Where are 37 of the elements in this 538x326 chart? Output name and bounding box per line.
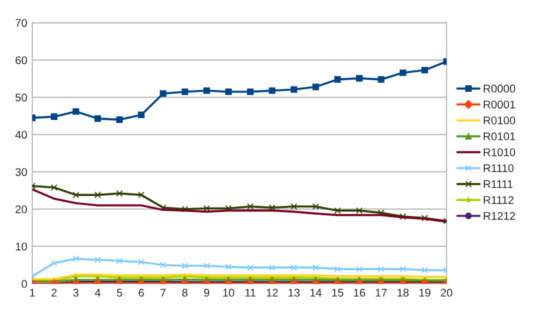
- legend-label: R0000: [484, 84, 516, 93]
- y-tick-label: 20: [16, 205, 27, 214]
- y-tick-label: 0: [22, 280, 27, 288]
- x-tick-label: 14: [310, 288, 322, 297]
- x-tick-label: 2: [52, 288, 57, 297]
- legend-label: R1212: [484, 212, 516, 220]
- x-tick-label: 16: [354, 288, 366, 297]
- x-tick-label: 6: [138, 288, 144, 297]
- x-tick-label: 4: [94, 288, 100, 297]
- y-tick-label: 60: [16, 56, 27, 64]
- x-tick-label: 7: [160, 288, 166, 297]
- x-tick-label: 18: [398, 288, 409, 297]
- y-tick-label: 70: [16, 19, 27, 27]
- x-tick-label: 20: [440, 288, 452, 297]
- x-tick-label: 5: [116, 288, 122, 297]
- x-tick-label: 1: [30, 288, 35, 297]
- y-tick-label: 50: [16, 94, 27, 102]
- x-tick-label: 12: [266, 288, 278, 297]
- x-tick-label: 11: [245, 288, 256, 297]
- x-tick-label: 9: [204, 288, 210, 297]
- legend-label: R1112: [484, 196, 514, 204]
- y-tick-label: 40: [15, 130, 27, 139]
- y-tick-label: 30: [15, 168, 27, 176]
- x-tick-label: 8: [182, 288, 188, 297]
- x-tick-label: 19: [419, 288, 430, 297]
- legend-label: R0101: [484, 132, 516, 140]
- legend-label: R1111: [484, 180, 513, 188]
- legend-label: R0001: [484, 100, 516, 108]
- legend-label: R0100: [484, 116, 516, 124]
- legend-label: R1010: [484, 148, 516, 156]
- x-tick-label: 15: [332, 288, 344, 297]
- x-tick-label: 3: [73, 288, 78, 297]
- y-tick-label: 10: [16, 242, 27, 250]
- legend-label: R1110: [484, 164, 514, 172]
- x-tick-label: 13: [288, 288, 300, 297]
- x-tick-label: 17: [376, 288, 387, 297]
- x-tick-label: 10: [223, 288, 234, 297]
